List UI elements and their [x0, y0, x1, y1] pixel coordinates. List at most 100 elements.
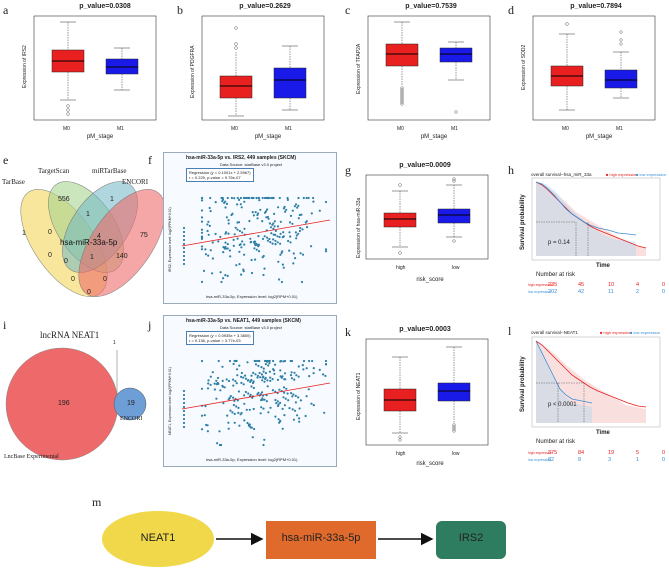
risk-value: 1	[636, 457, 640, 463]
scatter-point	[236, 399, 239, 402]
scatter-point	[241, 231, 244, 234]
scatter-point	[257, 212, 260, 215]
scatter-point	[250, 385, 253, 388]
risk-value: 19	[608, 450, 615, 456]
scatter-point	[227, 398, 230, 401]
scatter-point	[276, 241, 279, 244]
scatter-point	[215, 379, 218, 382]
scatter-point	[242, 268, 245, 271]
scatter-point	[292, 252, 295, 255]
scatter-point	[269, 376, 272, 379]
scatter-point	[267, 364, 270, 367]
x-tick: high	[396, 451, 406, 457]
scatter-point	[182, 230, 186, 234]
scatter-point	[258, 371, 261, 375]
scatter-point	[282, 396, 285, 399]
scatter-point	[298, 417, 301, 420]
scatter-point	[233, 399, 236, 402]
x-tick: M0	[562, 126, 569, 132]
panel-letter: e	[3, 153, 9, 167]
scatter-point	[293, 378, 296, 381]
panel-letter: a	[3, 3, 9, 17]
scatter-point	[271, 223, 274, 226]
scatter-point	[252, 407, 255, 411]
scatter-point	[265, 400, 268, 403]
risk-value: 235	[548, 282, 558, 288]
scatter-point	[200, 280, 204, 283]
scatter-point	[219, 271, 222, 274]
panel-title: p_value=0.0009	[399, 162, 451, 169]
venn-2way	[5, 347, 147, 461]
venn-count: 196	[58, 400, 70, 407]
scatter-point	[299, 226, 302, 230]
scatter-point	[324, 248, 328, 251]
risk-value: 0	[662, 450, 666, 456]
scatter-point	[222, 402, 225, 405]
scatter-point	[232, 362, 235, 366]
scatter-point	[263, 196, 267, 200]
scatter-point	[245, 408, 248, 411]
scatter-point	[324, 200, 328, 204]
venn-count: 140	[116, 253, 128, 260]
scatter-point	[305, 367, 308, 370]
scatter-point	[306, 226, 309, 229]
scatter-point	[255, 248, 258, 251]
scatter-point	[312, 372, 315, 375]
scatter-point	[283, 205, 286, 208]
scatter-point	[182, 234, 186, 238]
scatter-point	[200, 231, 204, 234]
x-axis-label: Time	[596, 430, 610, 436]
scatter-point	[227, 427, 230, 430]
stat-text: r = 0.136, p-value = 3.77e-03	[189, 338, 241, 343]
panel-letter: d	[508, 3, 514, 17]
risk-value: 11	[608, 289, 614, 295]
scatter-point	[182, 425, 186, 429]
regression-text: Regression (y = 0.0935x + 3.3800)	[189, 333, 251, 338]
scatter-point	[225, 216, 228, 219]
scatter-point	[276, 225, 280, 228]
scatter-point	[271, 378, 274, 381]
scatter-point	[281, 263, 284, 266]
scatter-point	[271, 389, 274, 392]
scatter-point	[182, 226, 186, 230]
x-tick: low	[452, 265, 460, 271]
x-tick: M1	[451, 126, 458, 132]
scatter-point	[227, 232, 230, 235]
scatter-point	[232, 403, 235, 407]
scatter-point	[250, 378, 253, 382]
scatter-point	[291, 395, 294, 398]
scatter-point	[299, 252, 302, 255]
scatter-point	[236, 374, 239, 377]
x-tick: M0	[397, 126, 404, 132]
boxplot-g	[365, 174, 489, 260]
scatter-point	[248, 219, 251, 223]
y-axis-label: Expression of TFAP2A	[356, 43, 362, 94]
scatter-point	[209, 196, 212, 200]
scatter-point	[226, 243, 229, 246]
scatter-point	[274, 243, 277, 246]
scatter-point	[289, 214, 293, 217]
scatter-point	[260, 373, 263, 376]
scatter-point	[262, 443, 265, 447]
scatter-point	[278, 388, 281, 391]
data-source: Data Source: starBase v3.0 project	[220, 162, 283, 167]
scatter-point	[265, 216, 268, 219]
scatter-point	[268, 370, 271, 373]
scatter-point	[236, 221, 239, 224]
risk-value: 8	[578, 457, 582, 463]
scatter-point	[261, 220, 264, 223]
scatter-point	[290, 359, 294, 363]
scatter-point	[239, 243, 242, 246]
scatter-point	[294, 231, 297, 234]
scatter-point	[227, 379, 231, 383]
risk-value: 5	[636, 450, 640, 456]
scatter-point	[231, 411, 234, 414]
scatter-point	[224, 206, 227, 209]
scatter-point	[307, 388, 310, 391]
scatter-point	[224, 241, 227, 244]
scatter-point	[294, 401, 297, 404]
scatter-point	[282, 266, 285, 269]
x-tick: high	[396, 265, 406, 271]
scatter-point	[284, 397, 287, 400]
venn-count: 1	[110, 196, 114, 203]
